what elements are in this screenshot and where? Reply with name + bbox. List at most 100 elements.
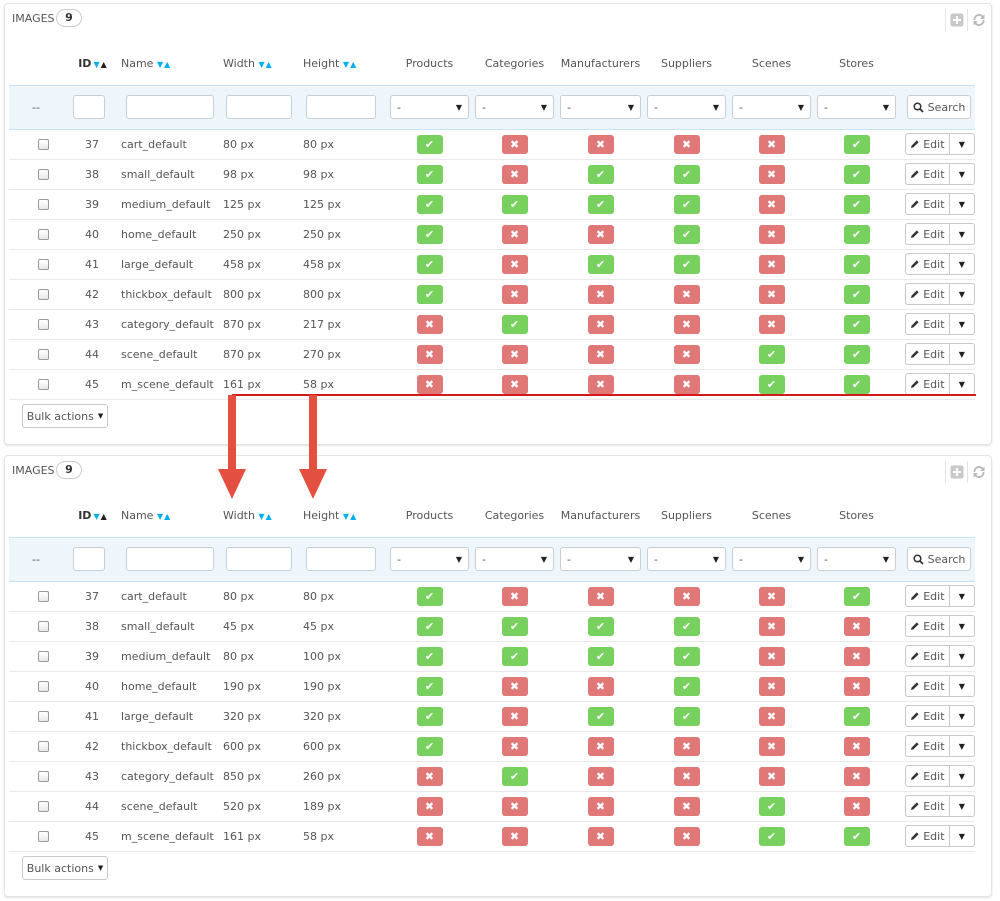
filter-products-select[interactable]: - ▼ <box>390 95 469 119</box>
filter-height-input[interactable] <box>306 95 376 119</box>
row-actions-dropdown[interactable]: ▼ <box>949 735 975 757</box>
stores-disabled-cross-icon[interactable]: ✖ <box>843 616 870 636</box>
row-checkbox[interactable] <box>38 288 49 300</box>
filter-id-input[interactable] <box>73 547 105 571</box>
products-enabled-check-icon[interactable]: ✔ <box>416 616 443 636</box>
sort-asc-icon[interactable]: ▲ <box>350 59 356 69</box>
row-checkbox[interactable] <box>38 168 49 180</box>
stores-enabled-check-icon[interactable]: ✔ <box>843 194 870 214</box>
row-actions-dropdown[interactable]: ▼ <box>949 825 975 847</box>
scenes-enabled-check-icon[interactable]: ✔ <box>758 826 785 846</box>
sort-asc-icon[interactable]: ▲ <box>265 59 272 69</box>
table-row[interactable]: 43 category_default 850 px 260 px ✖ ✔ ✖ ✖ ✖ ✖ Edit… <box>9 761 975 792</box>
row-actions-dropdown[interactable]: ▼ <box>949 765 975 787</box>
categories-disabled-cross-icon[interactable]: ✖ <box>501 374 528 394</box>
scenes-disabled-cross-icon[interactable]: ✖ <box>758 224 785 244</box>
table-row[interactable]: 39 medium_default 125 px 125 px ✔ ✔ ✔ ✔ ✖ ✔ Edit ▼ <box>9 189 975 220</box>
sort-asc-icon[interactable]: ▲ <box>100 59 107 69</box>
bulk-actions-button[interactable]: Bulk actions ▼ <box>22 404 108 428</box>
column-height[interactable]: Height ▼ ▲ <box>303 42 387 85</box>
row-checkbox[interactable] <box>38 770 49 782</box>
stores-enabled-check-icon[interactable]: ✔ <box>843 284 870 304</box>
manufacturers-disabled-cross-icon[interactable]: ✖ <box>587 766 614 786</box>
stores-enabled-check-icon[interactable]: ✔ <box>843 374 870 394</box>
row-actions-dropdown[interactable]: ▼ <box>949 705 975 727</box>
manufacturers-enabled-check-icon[interactable]: ✔ <box>587 194 614 214</box>
row-checkbox[interactable] <box>38 710 49 722</box>
manufacturers-enabled-check-icon[interactable]: ✔ <box>587 646 614 666</box>
row-actions-dropdown[interactable]: ▼ <box>949 193 975 215</box>
edit-button[interactable]: Edit <box>905 735 950 757</box>
suppliers-enabled-check-icon[interactable]: ✔ <box>673 646 700 666</box>
manufacturers-enabled-check-icon[interactable]: ✔ <box>587 616 614 636</box>
edit-button[interactable]: Edit <box>905 193 950 215</box>
row-checkbox[interactable] <box>38 830 49 842</box>
categories-disabled-cross-icon[interactable]: ✖ <box>501 676 528 696</box>
categories-disabled-cross-icon[interactable]: ✖ <box>501 224 528 244</box>
column-id[interactable]: ID ▼ ▲ <box>63 42 121 85</box>
table-row[interactable]: 41 large_default 320 px 320 px ✔ ✖ ✔ ✔ ✖ ✔ Edit ▼ <box>9 701 975 732</box>
row-checkbox[interactable] <box>38 590 49 602</box>
column-width[interactable]: Width ▼ ▲ <box>223 42 303 85</box>
scenes-disabled-cross-icon[interactable]: ✖ <box>758 676 785 696</box>
manufacturers-disabled-cross-icon[interactable]: ✖ <box>587 134 614 154</box>
categories-disabled-cross-icon[interactable]: ✖ <box>501 254 528 274</box>
sort-desc-icon[interactable]: ▼ <box>93 59 99 69</box>
edit-button[interactable]: Edit <box>905 675 950 697</box>
scenes-disabled-cross-icon[interactable]: ✖ <box>758 616 785 636</box>
row-actions-dropdown[interactable]: ▼ <box>949 163 975 185</box>
products-enabled-check-icon[interactable]: ✔ <box>416 164 443 184</box>
row-actions-dropdown[interactable]: ▼ <box>949 795 975 817</box>
categories-enabled-check-icon[interactable]: ✔ <box>501 646 528 666</box>
table-row[interactable]: 43 category_default 870 px 217 px ✖ ✔ ✖ ✖ ✖ ✔ Edit… <box>9 309 975 340</box>
stores-enabled-check-icon[interactable]: ✔ <box>843 134 870 154</box>
bulk-actions-button[interactable]: Bulk actions ▼ <box>22 856 108 880</box>
suppliers-enabled-check-icon[interactable]: ✔ <box>673 254 700 274</box>
suppliers-disabled-cross-icon[interactable]: ✖ <box>673 826 700 846</box>
row-actions-dropdown[interactable]: ▼ <box>949 253 975 275</box>
suppliers-enabled-check-icon[interactable]: ✔ <box>673 706 700 726</box>
row-actions-dropdown[interactable]: ▼ <box>949 223 975 245</box>
categories-disabled-cross-icon[interactable]: ✖ <box>501 134 528 154</box>
table-row[interactable]: 37 cart_default 80 px 80 px ✔ ✖ ✖ ✖ ✖ ✔ Edit ▼ <box>9 581 975 612</box>
products-enabled-check-icon[interactable]: ✔ <box>416 284 443 304</box>
row-checkbox[interactable] <box>38 740 49 752</box>
add-new-button[interactable] <box>945 9 967 31</box>
row-actions-dropdown[interactable]: ▼ <box>949 585 975 607</box>
filter-scenes-select[interactable]: - ▼ <box>732 547 811 571</box>
filter-categories-select[interactable]: - ▼ <box>475 547 554 571</box>
table-row[interactable]: 44 scene_default 870 px 270 px ✖ ✖ ✖ ✖ ✔ ✔ Edit ▼ <box>9 339 975 370</box>
sort-asc-icon[interactable]: ▲ <box>265 511 272 521</box>
edit-button[interactable]: Edit <box>905 795 950 817</box>
categories-disabled-cross-icon[interactable]: ✖ <box>501 826 528 846</box>
row-checkbox[interactable] <box>38 650 49 662</box>
categories-disabled-cross-icon[interactable]: ✖ <box>501 344 528 364</box>
row-checkbox[interactable] <box>38 680 49 692</box>
table-row[interactable]: 38 small_default 45 px 45 px ✔ ✔ ✔ ✔ ✖ ✖ Edit ▼ <box>9 611 975 642</box>
products-disabled-cross-icon[interactable]: ✖ <box>416 796 443 816</box>
refresh-list-button[interactable] <box>967 461 989 483</box>
scenes-disabled-cross-icon[interactable]: ✖ <box>758 706 785 726</box>
stores-enabled-check-icon[interactable]: ✔ <box>843 826 870 846</box>
manufacturers-disabled-cross-icon[interactable]: ✖ <box>587 796 614 816</box>
row-checkbox[interactable] <box>38 198 49 210</box>
row-checkbox[interactable] <box>38 800 49 812</box>
edit-button[interactable]: Edit <box>905 585 950 607</box>
table-row[interactable]: 38 small_default 98 px 98 px ✔ ✖ ✔ ✔ ✖ ✔ Edit ▼ <box>9 159 975 190</box>
filter-stores-select[interactable]: - ▼ <box>817 547 896 571</box>
suppliers-enabled-check-icon[interactable]: ✔ <box>673 164 700 184</box>
stores-enabled-check-icon[interactable]: ✔ <box>843 344 870 364</box>
row-actions-dropdown[interactable]: ▼ <box>949 615 975 637</box>
suppliers-enabled-check-icon[interactable]: ✔ <box>673 224 700 244</box>
manufacturers-disabled-cross-icon[interactable]: ✖ <box>587 374 614 394</box>
suppliers-disabled-cross-icon[interactable]: ✖ <box>673 314 700 334</box>
edit-button[interactable]: Edit <box>905 373 950 395</box>
row-actions-dropdown[interactable]: ▼ <box>949 343 975 365</box>
row-actions-dropdown[interactable]: ▼ <box>949 645 975 667</box>
suppliers-disabled-cross-icon[interactable]: ✖ <box>673 284 700 304</box>
edit-button[interactable]: Edit <box>905 765 950 787</box>
scenes-disabled-cross-icon[interactable]: ✖ <box>758 194 785 214</box>
table-row[interactable]: 45 m_scene_default 161 px 58 px ✖ ✖ ✖ ✖ ✔ ✔ Edit ▼ <box>9 821 975 852</box>
sort-desc-icon[interactable]: ▼ <box>256 511 265 521</box>
products-disabled-cross-icon[interactable]: ✖ <box>416 314 443 334</box>
